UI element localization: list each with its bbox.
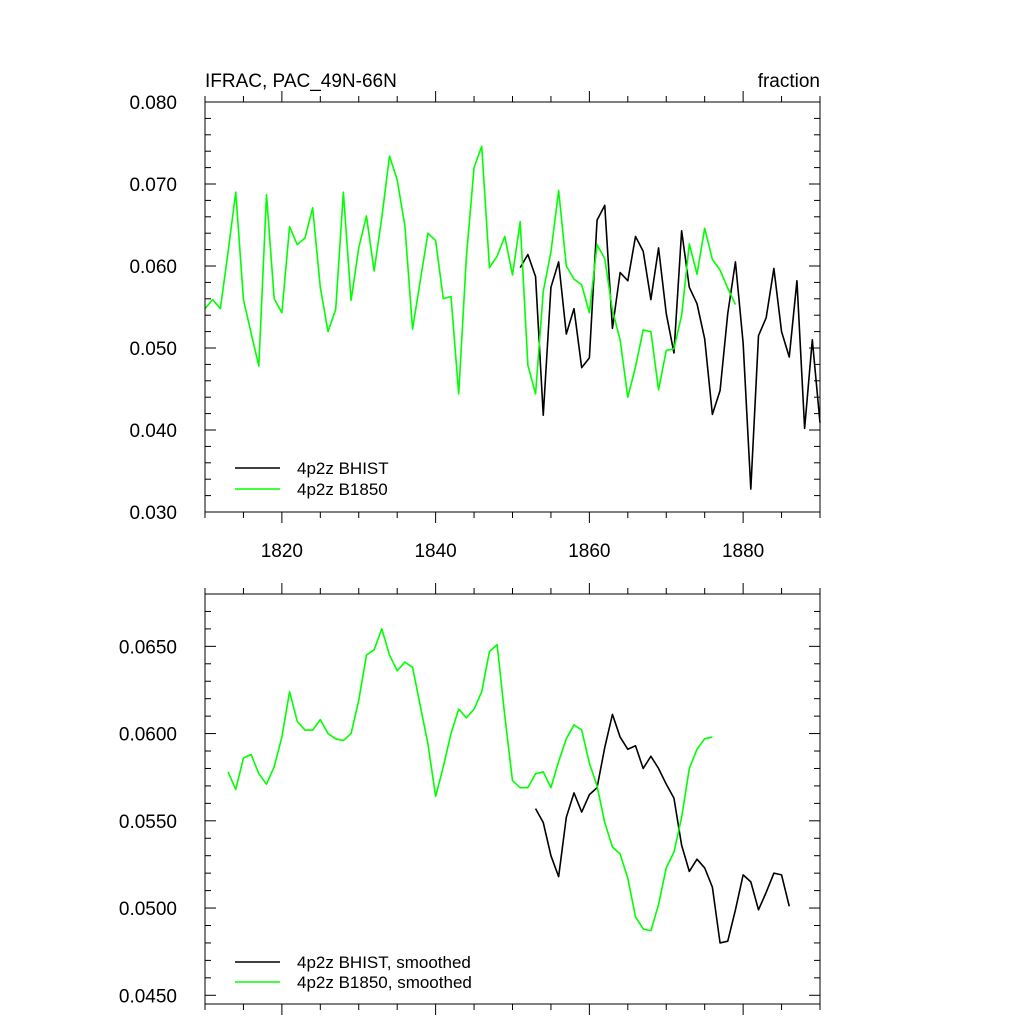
top-y-tick-label: 0.080 bbox=[129, 93, 177, 114]
top-y-tick-label: 0.030 bbox=[129, 503, 177, 524]
top-x-tick-label: 1820 bbox=[261, 541, 303, 562]
bottom-series-line-bhist bbox=[534, 713, 791, 944]
bottom-y-tick-label: 0.0550 bbox=[119, 812, 177, 833]
top-y-tick-label: 0.060 bbox=[129, 257, 177, 278]
top-legend: 4p2z BHIST 4p2z B1850 bbox=[235, 459, 389, 499]
bottom-plot-area: 0.0450 0.0500 0.0550 0.0600 0.0650 bbox=[119, 583, 821, 1015]
bottom-series-line-b1850 bbox=[227, 628, 713, 932]
panel-top: IFRAC, PAC_49N-66N fraction 0.0300.0400.… bbox=[129, 71, 821, 562]
bottom-legend-label-b1850: 4p2z B1850, smoothed bbox=[297, 973, 472, 992]
top-legend-label-bhist: 4p2z BHIST bbox=[297, 459, 389, 478]
top-units: fraction bbox=[758, 71, 820, 92]
top-x-tick-label: 1880 bbox=[722, 541, 764, 562]
bottom-y-tick-label: 0.0600 bbox=[119, 725, 177, 746]
top-series-line-b1850 bbox=[204, 145, 737, 399]
top-x-tick-label: 1860 bbox=[568, 541, 610, 562]
bottom-y-tick-label: 0.0450 bbox=[119, 986, 177, 1007]
top-y-tick-label: 0.040 bbox=[129, 421, 177, 442]
top-y-tick-label: 0.070 bbox=[129, 175, 177, 196]
bottom-plot-frame bbox=[204, 593, 821, 1005]
bottom-y-tick-label: 0.0500 bbox=[119, 899, 177, 920]
top-x-tick-label: 1840 bbox=[414, 541, 456, 562]
top-y-tick-label: 0.050 bbox=[129, 339, 177, 360]
top-legend-label-b1850: 4p2z B1850 bbox=[297, 480, 388, 499]
bottom-legend-label-bhist: 4p2z BHIST, smoothed bbox=[297, 953, 471, 972]
bottom-y-tick-label: 0.0650 bbox=[119, 637, 177, 658]
bottom-legend: 4p2z BHIST, smoothed 4p2z B1850, smoothe… bbox=[235, 953, 472, 992]
top-series-line-bhist bbox=[519, 204, 821, 490]
top-plot-area: 0.030 0.040 0.050 0.060 0.070 0.080 1820 1840 18… bbox=[129, 91, 821, 562]
panel-bottom: 0.0450 0.0500 0.0550 0.0600 0.0650 4p2z BHIS… bbox=[119, 583, 821, 1015]
top-plot-frame bbox=[204, 101, 821, 513]
top-title: IFRAC, PAC_49N-66N bbox=[205, 71, 397, 92]
